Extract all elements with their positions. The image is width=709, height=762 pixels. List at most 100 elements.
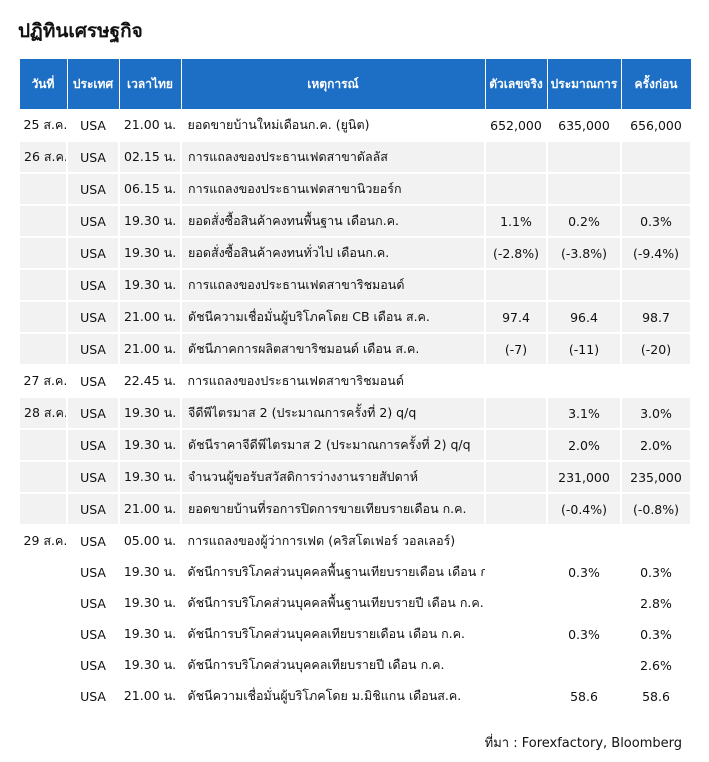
header-cell: ครั้งก่อน — [620, 58, 692, 110]
table-cell: 2.8% — [620, 587, 692, 619]
table-cell: 19.30 น. — [118, 204, 182, 238]
table-cell: USA — [66, 332, 120, 366]
table-cell: 97.4 — [484, 300, 548, 334]
table-cell — [484, 618, 548, 650]
table-row: 28 ส.ค. USA 19.30 น. จีดีพีไตรมาส 2 (ประมาณ… — [18, 396, 692, 430]
table-cell: 21.00 น. — [118, 300, 182, 334]
table-cell: ดัชนีความเชื่อมั่นผู้บริโภคโดย CB เดือน … — [180, 300, 486, 334]
table-cell — [18, 332, 68, 366]
table-cell: (-20) — [620, 332, 692, 366]
table-cell — [546, 524, 622, 557]
table-cell: (-2.8%) — [484, 236, 548, 270]
table-cell: (-9.4%) — [620, 236, 692, 270]
table-row: USA 19.30 น. ยอดสั่งซื้อสินค้าคงทนทั่วไป เ… — [18, 236, 692, 270]
table-cell — [18, 268, 68, 302]
table-cell: 98.7 — [620, 300, 692, 334]
table-cell: 29 ส.ค. — [18, 524, 68, 557]
table-cell — [18, 204, 68, 238]
table-cell: ดัชนีการบริโภคส่วนบุคคลเทียบรายปี เดือน … — [180, 649, 486, 681]
table-cell — [546, 140, 622, 174]
table-cell: 0.3% — [546, 556, 622, 588]
table-cell: 06.15 น. — [118, 172, 182, 206]
header-cell: ตัวเลขจริง — [484, 58, 548, 110]
table-cell: 19.30 น. — [118, 236, 182, 270]
table-cell: ดัชนีราคาจีดีพีไตรมาส 2 (ประมาณการครั้งท… — [180, 428, 486, 462]
table-cell: 2.0% — [546, 428, 622, 462]
table-cell — [484, 492, 548, 526]
table-cell: 656,000 — [620, 109, 692, 142]
table-cell: 19.30 น. — [118, 556, 182, 588]
header-cell: เหตุการณ์ — [180, 58, 486, 110]
table-cell — [18, 492, 68, 526]
table-row: USA 19.30 น. ดัชนีราคาจีดีพีไตรมาส 2 (ประม… — [18, 428, 692, 462]
source: ที่มา : Forexfactory, Bloomberg — [484, 736, 682, 751]
table-cell — [484, 556, 548, 588]
table-row: 29 ส.ค. USA 05.00 น. การแถลงของผู้ว่าการเฟด… — [18, 524, 692, 557]
header-cell: ประมาณการ — [546, 58, 622, 110]
table-cell: 1.1% — [484, 204, 548, 238]
table-cell: ดัชนีภาคการผลิตสาขาริชมอนด์ เดือน ส.ค. — [180, 332, 486, 366]
table-cell — [18, 428, 68, 462]
table-cell: 231,000 — [546, 460, 622, 494]
table-cell: USA — [66, 300, 120, 334]
table-cell: 19.30 น. — [118, 396, 182, 430]
table-cell: การแถลงของประธานเฟดสาขาดัลลัส — [180, 140, 486, 174]
table-cell — [620, 364, 692, 398]
table-cell: USA — [66, 428, 120, 462]
table-cell: 22.45 น. — [118, 364, 182, 398]
table-cell: 27 ส.ค. — [18, 364, 68, 398]
table-cell: 19.30 น. — [118, 618, 182, 650]
table-cell — [620, 268, 692, 302]
table-cell: USA — [66, 364, 120, 398]
table-row: USA 21.00 น. ดัชนีความเชื่อมั่นผู้บริโภคโด… — [18, 300, 692, 334]
table-cell: (-0.4%) — [546, 492, 622, 526]
table-cell — [620, 172, 692, 206]
table-row: 25 ส.ค. USA 21.00 น. ยอดขายบ้านใหม่เดือนก.ค… — [18, 109, 692, 142]
table-cell: 0.3% — [620, 556, 692, 588]
table-cell — [546, 364, 622, 398]
table-cell: USA — [66, 587, 120, 619]
table-cell: 21.00 น. — [118, 332, 182, 366]
table-cell: จีดีพีไตรมาส 2 (ประมาณการครั้งที่ 2) q/q — [180, 396, 486, 430]
table-cell: ดัชนีการบริโภคส่วนบุคคลเทียบรายเดือน เดื… — [180, 618, 486, 650]
table-cell — [484, 140, 548, 174]
table-cell: 19.30 น. — [118, 428, 182, 462]
table-cell: 19.30 น. — [118, 268, 182, 302]
table-cell — [484, 268, 548, 302]
table-cell: USA — [66, 109, 120, 142]
table-cell: 19.30 น. — [118, 587, 182, 619]
table-cell — [546, 649, 622, 681]
table-cell: การแถลงของผู้ว่าการเฟด (คริสโตเฟอร์ วอลเ… — [180, 524, 486, 557]
table-cell — [484, 680, 548, 712]
table-cell: 25 ส.ค. — [18, 109, 68, 142]
table-row: USA 19.30 น. ยอดสั่งซื้อสินค้าคงทนพื้นฐาน … — [18, 204, 692, 238]
table-cell — [484, 364, 548, 398]
table-cell — [546, 268, 622, 302]
header-row: วันที่ ประเทศ เวลาไทย เหตุการณ์ ตัวเลขจริง ปร… — [18, 58, 692, 110]
table-cell: ดัชนีการบริโภคส่วนบุคคลพื้นฐานเทียบรายเด… — [180, 556, 486, 588]
table-cell: (-11) — [546, 332, 622, 366]
table-row: USA 19.30 น. ดัชนีการบริโภคส่วนบุคคลเทียบร… — [18, 649, 692, 681]
table-cell: 58.6 — [620, 680, 692, 712]
table-body: 25 ส.ค. USA 21.00 น. ยอดขายบ้านใหม่เดือนก.ค… — [18, 109, 692, 712]
table-cell: (-0.8%) — [620, 492, 692, 526]
table-row: 27 ส.ค. USA 22.45 น. การแถลงของประธานเฟดสาข… — [18, 364, 692, 398]
table-row: USA 19.30 น. ดัชนีการบริโภคส่วนบุคคลเทียบร… — [18, 618, 692, 650]
table-cell: 21.00 น. — [118, 680, 182, 712]
table-cell: 58.6 — [546, 680, 622, 712]
table-cell: 19.30 น. — [118, 460, 182, 494]
table-cell — [484, 649, 548, 681]
table-row: USA 21.00 น. ดัชนีภาคการผลิตสาขาริชมอนด์ เ… — [18, 332, 692, 366]
table-cell: 3.0% — [620, 396, 692, 430]
table-cell: ยอดขายบ้านที่รอการปิดการขายเทียบรายเดือน… — [180, 492, 486, 526]
table-cell: 0.3% — [546, 618, 622, 650]
table-cell: USA — [66, 396, 120, 430]
table-cell — [620, 140, 692, 174]
table-cell — [484, 587, 548, 619]
table-row: USA 21.00 น. ดัชนีความเชื่อมั่นผู้บริโภคโด… — [18, 680, 692, 712]
table-cell — [18, 618, 68, 650]
table-row: USA 19.30 น. จำนวนผู้ขอรับสวัสดิการว่างงาน… — [18, 460, 692, 494]
table-cell: USA — [66, 680, 120, 712]
table-cell: ดัชนีการบริโภคส่วนบุคคลพื้นฐานเทียบรายปี… — [180, 587, 486, 619]
table-cell — [18, 649, 68, 681]
